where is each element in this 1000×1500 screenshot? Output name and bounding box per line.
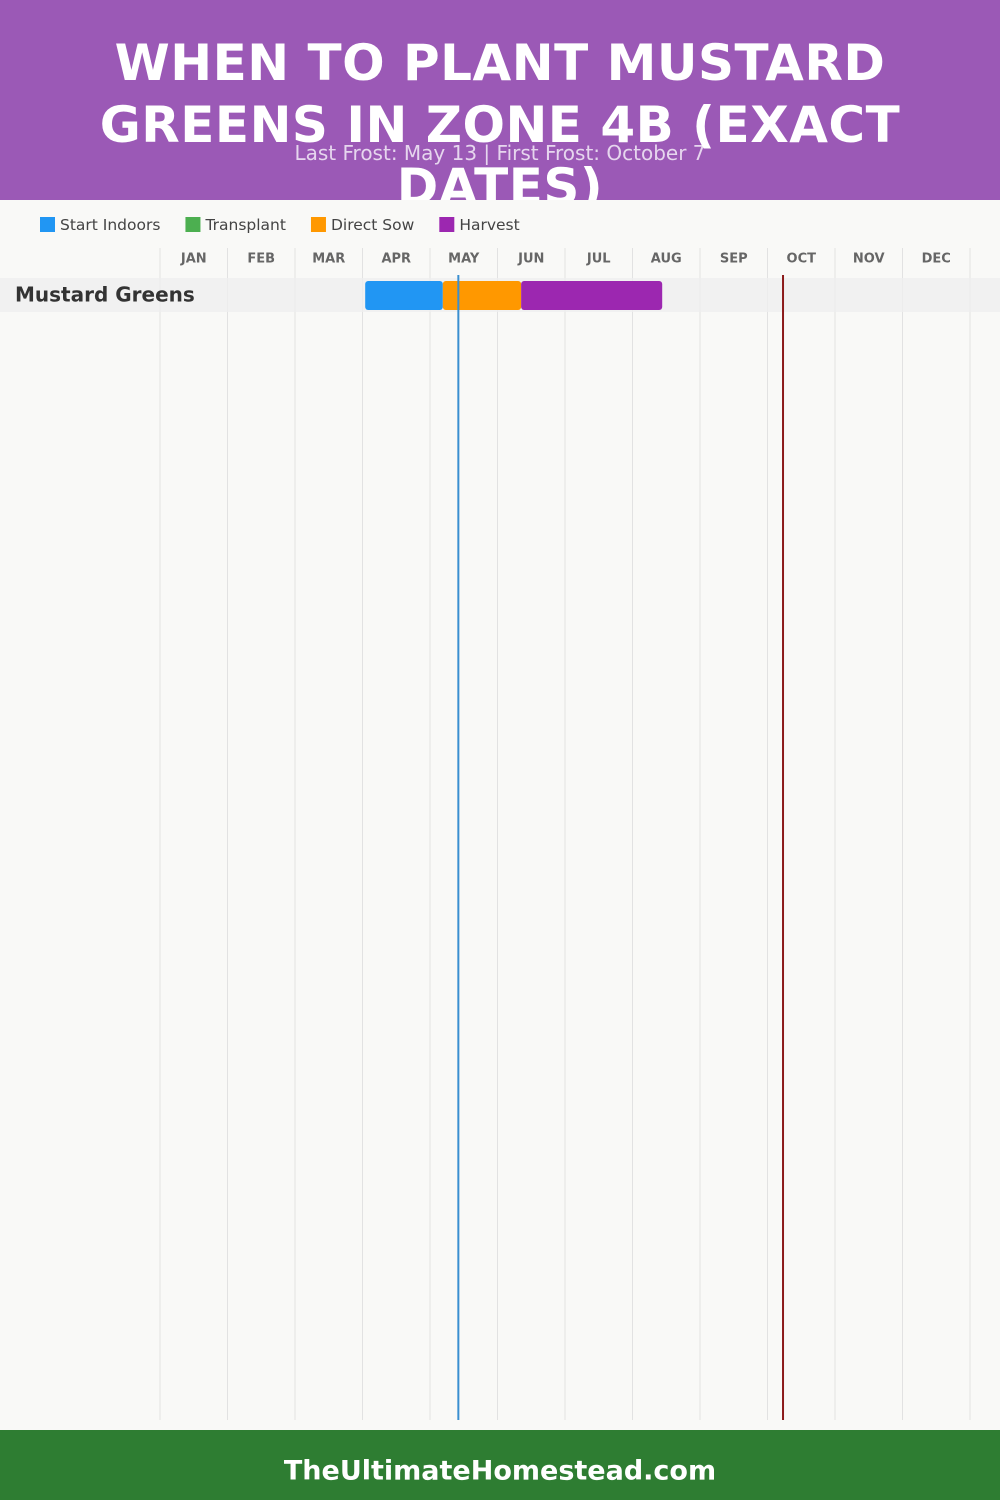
segment [365, 281, 443, 310]
month-label: APR [381, 252, 411, 267]
month-label: MAY [448, 252, 480, 267]
legend-label: Direct Sow [331, 216, 415, 234]
month-label: DEC [922, 252, 951, 267]
legend-label: Start Indoors [60, 216, 160, 234]
footer-band [0, 1430, 1000, 1500]
row-label: Mustard Greens [15, 283, 195, 307]
month-label: NOV [853, 252, 885, 267]
legend-label: Harvest [459, 216, 519, 234]
month-label: MAR [312, 252, 345, 267]
month-label: SEP [720, 252, 748, 267]
chart-title: WHEN TO PLANT MUSTARD GREENS IN ZONE 4B … [99, 34, 901, 200]
segment [442, 281, 522, 310]
legend-swatch [439, 217, 455, 232]
month-label: AUG [651, 252, 682, 267]
legend-swatch [40, 217, 55, 232]
header: Last Frost: May 13 | First Frost: Octobe… [0, 0, 1000, 200]
legend-label: Transplant [204, 216, 286, 234]
legend-swatch [310, 217, 326, 232]
month-label: JAN [180, 252, 207, 267]
month-label: OCT [787, 252, 817, 267]
footer-text: TheUltimateHomestead.com [284, 1456, 716, 1487]
segment [521, 281, 663, 310]
legend-swatch [185, 217, 201, 232]
month-label: JUN [517, 252, 544, 267]
month-label: JUL [586, 252, 611, 267]
subtitle: Last Frost: May 13 | First Frost: Octobe… [294, 141, 706, 165]
month-label: FEB [247, 252, 275, 267]
